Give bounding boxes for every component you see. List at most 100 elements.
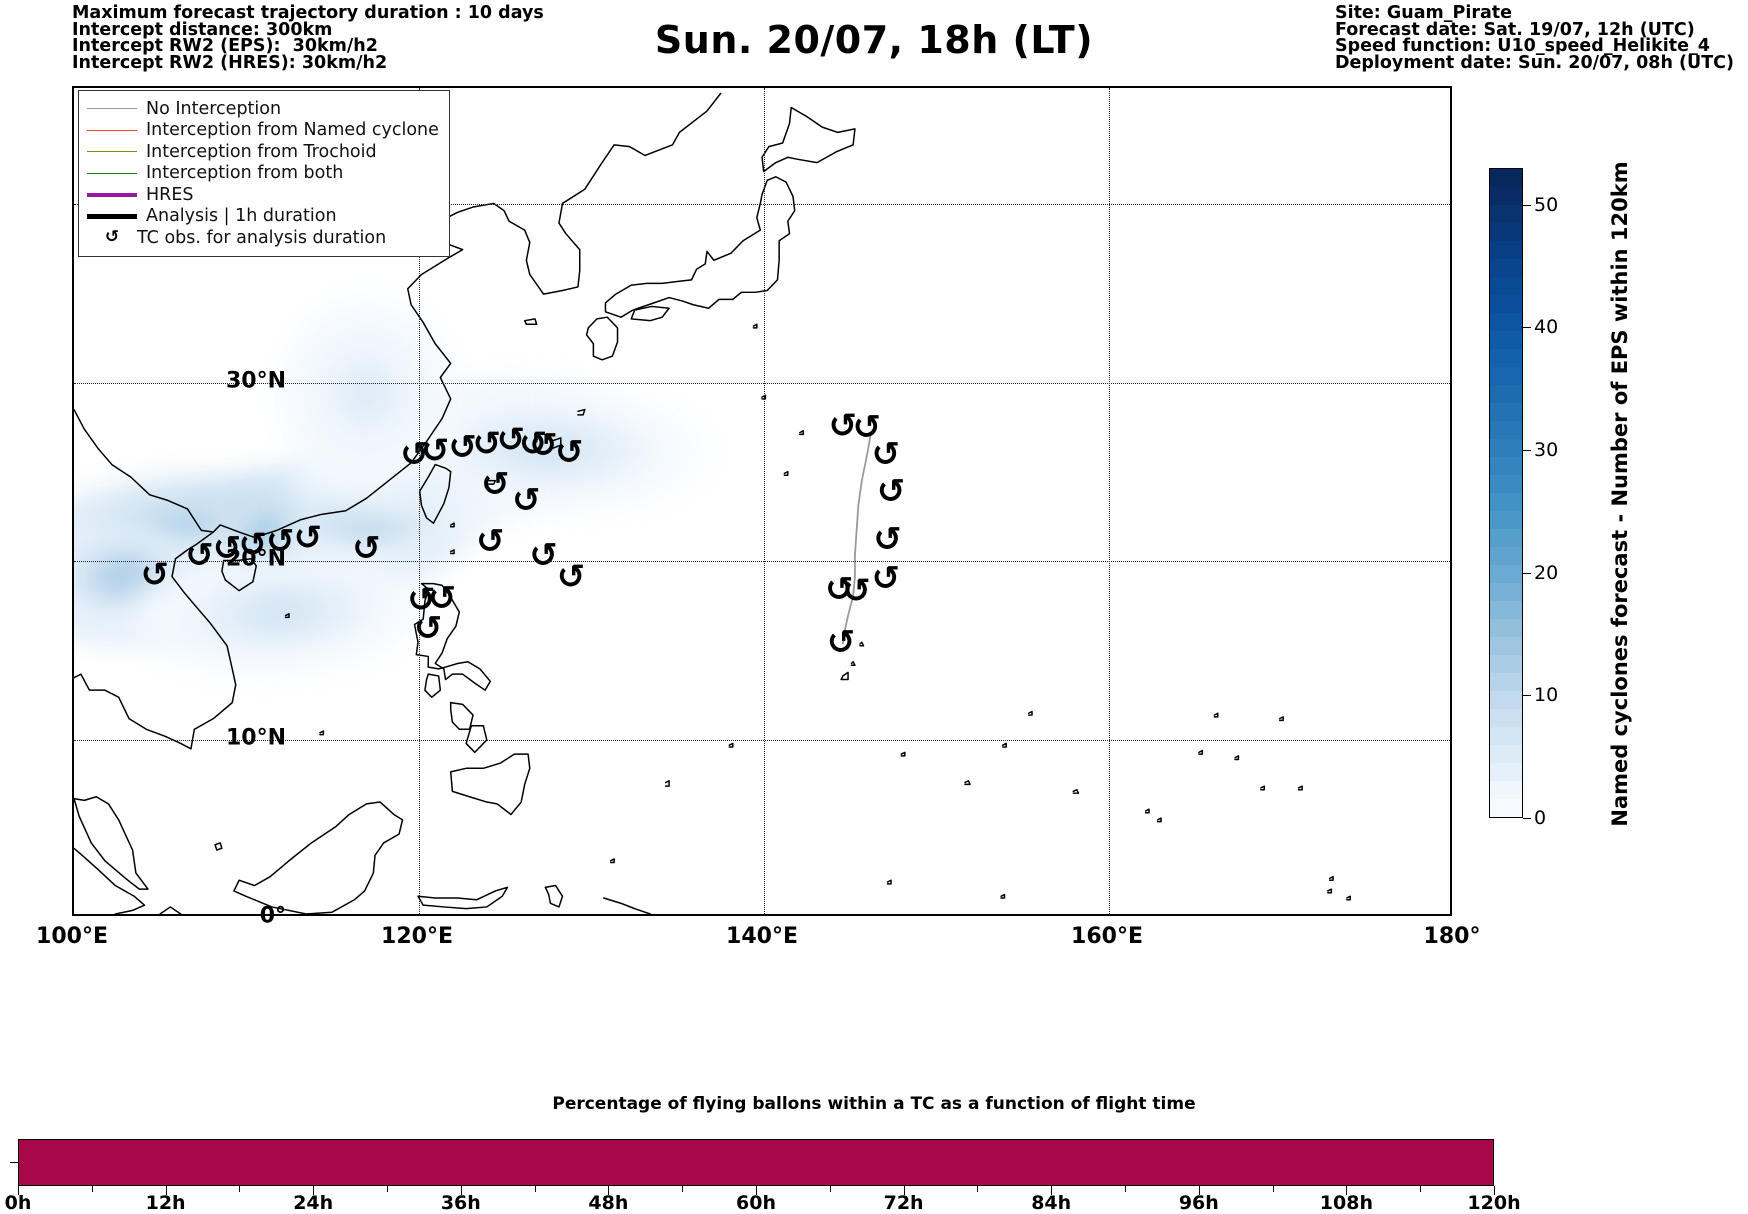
tc-marker-19: ↺ (557, 557, 585, 596)
coastline-6 (413, 582, 492, 691)
colorbar-segment-16 (1490, 511, 1522, 529)
flight-time-tick-54 (682, 1186, 684, 1192)
tc-marker-12: ↺ (519, 424, 547, 463)
legend-item-label: Interception from both (146, 163, 344, 184)
legend-line-swatch (87, 172, 137, 174)
header-right-line-0: Site: Guam_Pirate (1334, 3, 1513, 23)
colorbar-segment-12 (1490, 583, 1522, 601)
flight-time-label-60: 60h (736, 1192, 776, 1214)
tc-marker-18: ↺ (529, 536, 557, 575)
tc-marker-14: ↺ (555, 433, 583, 472)
coastline-47 (886, 879, 892, 885)
tc-marker-26: ↺ (877, 472, 905, 511)
coastline-50 (752, 323, 758, 329)
tc-marker-5: ↺ (294, 518, 322, 557)
legend-line-swatch (87, 192, 137, 197)
coastline-29 (1072, 788, 1080, 794)
coastline-26 (850, 660, 856, 667)
colorbar-tick-30 (1523, 450, 1531, 452)
tc-marker-6: ↺ (352, 529, 380, 568)
lon-tick-120: 120°E (381, 924, 453, 949)
legend-item-4[interactable]: HRES (87, 184, 439, 206)
colorbar-segment-17 (1490, 493, 1522, 511)
coastline-36 (1328, 875, 1334, 882)
coastline-34 (1198, 749, 1204, 755)
colorbar[interactable]: 0 10 20 30 40 50 (1489, 168, 1558, 829)
coastline-56 (214, 842, 223, 851)
page-title: Sun. 20/07, 18h (LT) (654, 18, 1094, 62)
tc-marker-15: ↺ (481, 465, 509, 504)
coastline-3 (233, 801, 404, 914)
coastline-41 (728, 742, 734, 748)
lat-tick-30: 30°N (225, 368, 286, 394)
flight-time-label-0: 0h (4, 1192, 32, 1214)
colorbar-segment-35 (1490, 169, 1522, 187)
tc-marker-29: ↺ (825, 569, 853, 608)
flight-time-label-12: 12h (145, 1192, 186, 1214)
legend-item-5[interactable]: Analysis | 1h duration (87, 206, 439, 228)
tc-marker-8: ↺ (421, 431, 449, 470)
flight-time-label-108: 108h (1319, 1192, 1373, 1214)
density-blob-5-ring-4 (512, 435, 582, 462)
legend-item-2[interactable]: Interception from Trochoid (87, 141, 439, 163)
coastline-12 (585, 316, 619, 361)
flight-time-tick-36 (460, 1186, 462, 1195)
flight-time-label-96: 96h (1178, 1192, 1219, 1214)
tc-marker-27: ↺ (873, 520, 901, 559)
flight-time-label-48: 48h (588, 1192, 629, 1214)
legend-item-6[interactable]: ↺ TC obs. for analysis duration (87, 227, 439, 249)
coastline-55 (319, 730, 325, 736)
colorbar-segment-1 (1490, 781, 1522, 799)
coastline-39 (1002, 742, 1007, 748)
tc-marker-20: ↺ (407, 580, 435, 619)
coastline-4 (74, 847, 146, 914)
tc-marker-17: ↺ (476, 522, 504, 561)
flight-time-label-72: 72h (883, 1192, 924, 1214)
density-blob-6-ring-4 (347, 373, 385, 414)
colorbar-tick-label-0: 0 (1534, 807, 1547, 829)
flight-time-tick-72 (903, 1186, 905, 1195)
coastline-28 (964, 779, 971, 786)
bottom-chart-axes[interactable] (18, 1139, 1494, 1186)
eps-density-layer (74, 294, 713, 675)
coastline-46 (1000, 893, 1006, 899)
lat-tick-10: 10°N (225, 725, 286, 750)
colorbar-segment-0 (1490, 799, 1522, 817)
flight-time-tick-18 (239, 1186, 241, 1192)
colorbar-segment-24 (1490, 367, 1522, 385)
map-graphics: ↺↺ ↺↺ ↺ ↺ ↺↺↺ ↺↺↺↺↺↺↺ ↺↺ ↺↺↺↺↺↺↺↺↺↺↺↺↺↺ (74, 92, 1351, 914)
coastline-23 (603, 897, 651, 914)
colorbar-segment-9 (1490, 637, 1522, 655)
tc-marker-0: ↺ (141, 555, 169, 594)
coastline-54 (284, 613, 290, 619)
colorbar-segment-18 (1490, 475, 1522, 493)
legend-item-3[interactable]: Interception from both (87, 163, 439, 185)
coastline-53 (449, 522, 455, 528)
coastline-45 (1278, 716, 1284, 722)
lon-tick-140: 140°E (726, 924, 798, 949)
tc-marker-10: ↺ (473, 424, 501, 463)
coastline-25 (859, 641, 865, 647)
coastline-20 (523, 318, 538, 326)
tc-marker-31: ↺ (827, 623, 855, 662)
legend-item-label: No Interception (146, 98, 282, 119)
coastline-49 (761, 394, 767, 400)
density-blob-8-ring-4 (249, 599, 312, 625)
map-panel[interactable]: ↺ ↺ ↺ ↺ ↺ ↺ ↺ ↺ ↺ ↺ ↺ ↺ ↺ ↺ ↺ ↺ ↺ ↺ ↺ ↺ ↺ ↺ ↺ ↺ ↺ ↺ ↺ ↺ ↺ ↺ ↺ ↺ (72, 86, 1452, 916)
legend-item-label: Interception from Trochoid (146, 141, 377, 162)
colorbar-segment-22 (1490, 403, 1522, 421)
colorbar-tick-0 (1523, 818, 1531, 819)
coastline-52 (449, 549, 455, 555)
colorbar-segment-15 (1490, 529, 1522, 547)
tc-marker-7: ↺ (400, 434, 428, 473)
legend-item-1[interactable]: Interception from Named cyclone (87, 120, 439, 142)
colorbar-tick-label-20: 20 (1534, 561, 1559, 584)
tc-marker-13: ↺ (529, 426, 557, 465)
map-legend[interactable]: No Interception Interception from Named c… (78, 90, 450, 257)
colorbar-segment-31 (1490, 241, 1522, 259)
coastline-43 (1027, 710, 1033, 716)
header-left-line-2: Intercept RW2 (EPS): 30km/h2 (72, 36, 378, 56)
tc-marker-11: ↺ (497, 420, 525, 459)
colorbar-segment-14 (1490, 547, 1522, 565)
legend-item-0[interactable]: No Interception (87, 98, 439, 120)
